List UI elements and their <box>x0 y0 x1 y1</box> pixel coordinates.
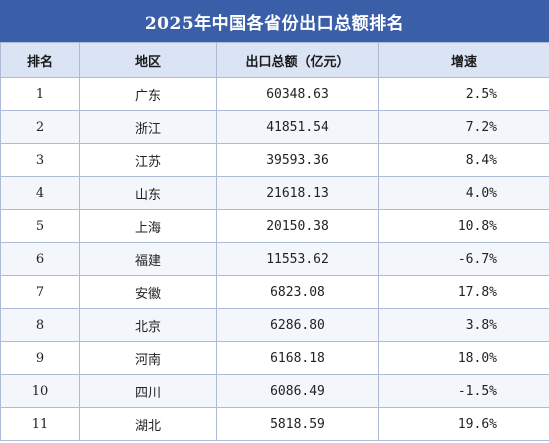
cell-export-total: 41851.54 <box>216 110 379 144</box>
table-title: 2025年中国各省份出口总额排名 <box>0 0 549 42</box>
cell-export-total: 6168.18 <box>216 341 379 375</box>
cell-growth: 3.8% <box>378 308 549 342</box>
table-row: 4 山东 21618.13 4.0% <box>0 176 549 210</box>
cell-region: 福建 <box>79 242 217 276</box>
cell-export-total: 6286.80 <box>216 308 379 342</box>
cell-rank: 8 <box>0 308 80 342</box>
cell-region: 湖北 <box>79 407 217 441</box>
header-growth: 增速 <box>378 42 549 78</box>
cell-growth: 18.0% <box>378 341 549 375</box>
header-region: 地区 <box>79 42 217 78</box>
cell-rank: 1 <box>0 77 80 111</box>
table-row: 5 上海 20150.38 10.8% <box>0 209 549 243</box>
cell-export-total: 6823.08 <box>216 275 379 309</box>
cell-rank: 5 <box>0 209 80 243</box>
cell-growth: 2.5% <box>378 77 549 111</box>
cell-growth: 17.8% <box>378 275 549 309</box>
cell-rank: 2 <box>0 110 80 144</box>
table-row: 2 浙江 41851.54 7.2% <box>0 110 549 144</box>
export-ranking-table: 排名 地区 出口总额（亿元） 增速 1 广东 60348.63 2.5% 2 浙… <box>0 42 549 441</box>
table-row: 3 江苏 39593.36 8.4% <box>0 143 549 177</box>
cell-export-total: 21618.13 <box>216 176 379 210</box>
cell-rank: 6 <box>0 242 80 276</box>
header-export-total: 出口总额（亿元） <box>216 42 379 78</box>
cell-rank: 9 <box>0 341 80 375</box>
cell-region: 北京 <box>79 308 217 342</box>
table-row: 7 安徽 6823.08 17.8% <box>0 275 549 309</box>
cell-region: 江苏 <box>79 143 217 177</box>
table-row: 1 广东 60348.63 2.5% <box>0 77 549 111</box>
cell-region: 河南 <box>79 341 217 375</box>
cell-rank: 10 <box>0 374 80 408</box>
cell-growth: 8.4% <box>378 143 549 177</box>
table-row: 10 四川 6086.49 -1.5% <box>0 374 549 408</box>
cell-export-total: 11553.62 <box>216 242 379 276</box>
cell-export-total: 60348.63 <box>216 77 379 111</box>
cell-export-total: 20150.38 <box>216 209 379 243</box>
cell-export-total: 6086.49 <box>216 374 379 408</box>
cell-region: 山东 <box>79 176 217 210</box>
cell-growth: -1.5% <box>378 374 549 408</box>
cell-growth: 4.0% <box>378 176 549 210</box>
table-row: 8 北京 6286.80 3.8% <box>0 308 549 342</box>
table-row: 9 河南 6168.18 18.0% <box>0 341 549 375</box>
table-row: 6 福建 11553.62 -6.7% <box>0 242 549 276</box>
cell-rank: 4 <box>0 176 80 210</box>
cell-region: 安徽 <box>79 275 217 309</box>
cell-region: 四川 <box>79 374 217 408</box>
table-row: 11 湖北 5818.59 19.6% <box>0 407 549 441</box>
cell-rank: 3 <box>0 143 80 177</box>
cell-growth: 19.6% <box>378 407 549 441</box>
cell-region: 广东 <box>79 77 217 111</box>
cell-rank: 7 <box>0 275 80 309</box>
table-header-row: 排名 地区 出口总额（亿元） 增速 <box>0 42 549 78</box>
cell-growth: -6.7% <box>378 242 549 276</box>
cell-region: 浙江 <box>79 110 217 144</box>
cell-export-total: 39593.36 <box>216 143 379 177</box>
cell-region: 上海 <box>79 209 217 243</box>
cell-growth: 7.2% <box>378 110 549 144</box>
cell-export-total: 5818.59 <box>216 407 379 441</box>
cell-growth: 10.8% <box>378 209 549 243</box>
header-rank: 排名 <box>0 42 80 78</box>
cell-rank: 11 <box>0 407 80 441</box>
